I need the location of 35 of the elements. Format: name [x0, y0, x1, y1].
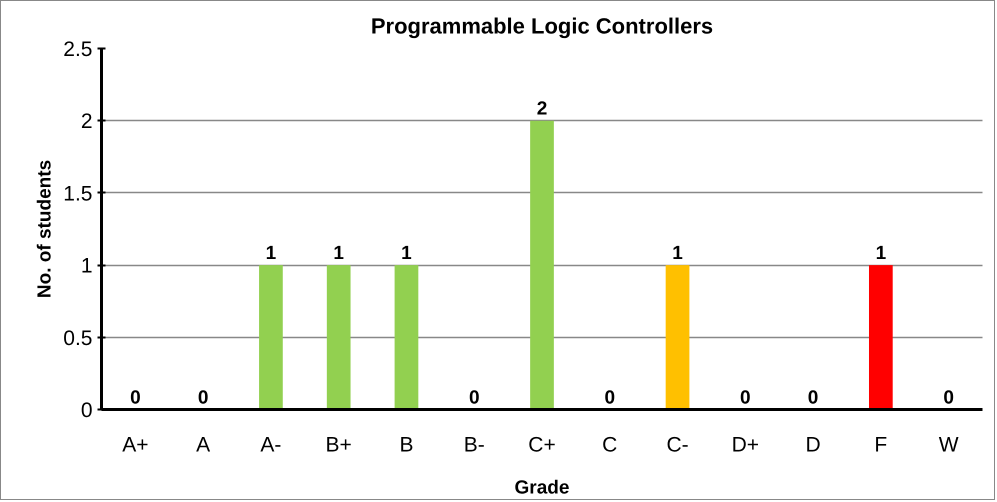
data-label: 1 — [672, 243, 684, 264]
y-axis-title: No. of students — [34, 160, 56, 298]
x-tick-label: C- — [666, 434, 689, 456]
x-tick-label: B — [399, 434, 414, 456]
data-label: 0 — [740, 388, 751, 408]
x-tick-label: B+ — [326, 434, 352, 456]
x-tick-label: F — [874, 434, 888, 456]
x-tick-label: B- — [464, 434, 485, 456]
data-label: 0 — [468, 388, 480, 408]
y-tick-label: 1.5 — [63, 182, 93, 206]
x-tick-label: C+ — [528, 434, 556, 456]
data-label: 0 — [808, 388, 818, 408]
data-label: 0 — [604, 388, 616, 408]
x-tick-label: C — [602, 434, 618, 456]
x-tick-label: D+ — [732, 434, 760, 456]
data-label: 1 — [333, 243, 344, 264]
data-label: 1 — [401, 243, 412, 264]
x-tick-label: D — [805, 434, 821, 456]
data-label: 2 — [536, 98, 548, 120]
x-tick-label: A- — [260, 434, 282, 456]
data-label: 1 — [876, 243, 887, 264]
data-label: 1 — [266, 243, 277, 264]
y-tick-label: 0 — [80, 399, 93, 422]
data-label: 0 — [943, 388, 954, 408]
data-label: 0 — [130, 388, 141, 408]
y-tick-label: 2.5 — [63, 38, 93, 61]
y-tick-label: 0.5 — [63, 326, 93, 350]
x-axis-title: Grade — [514, 478, 570, 498]
y-tick-label: 1 — [80, 254, 93, 278]
data-label: 0 — [198, 388, 208, 408]
x-tick-label: W — [938, 434, 959, 456]
chart-title: Programmable Logic Controllers — [370, 14, 714, 38]
x-tick-label: A — [196, 434, 210, 456]
x-tick-label: A+ — [122, 434, 149, 456]
y-tick-label: 2 — [80, 110, 93, 134]
